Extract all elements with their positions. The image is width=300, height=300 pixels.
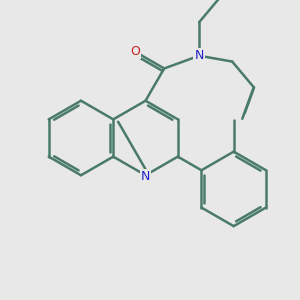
Text: O: O — [130, 45, 140, 58]
Text: N: N — [194, 49, 204, 62]
Text: N: N — [141, 170, 150, 183]
